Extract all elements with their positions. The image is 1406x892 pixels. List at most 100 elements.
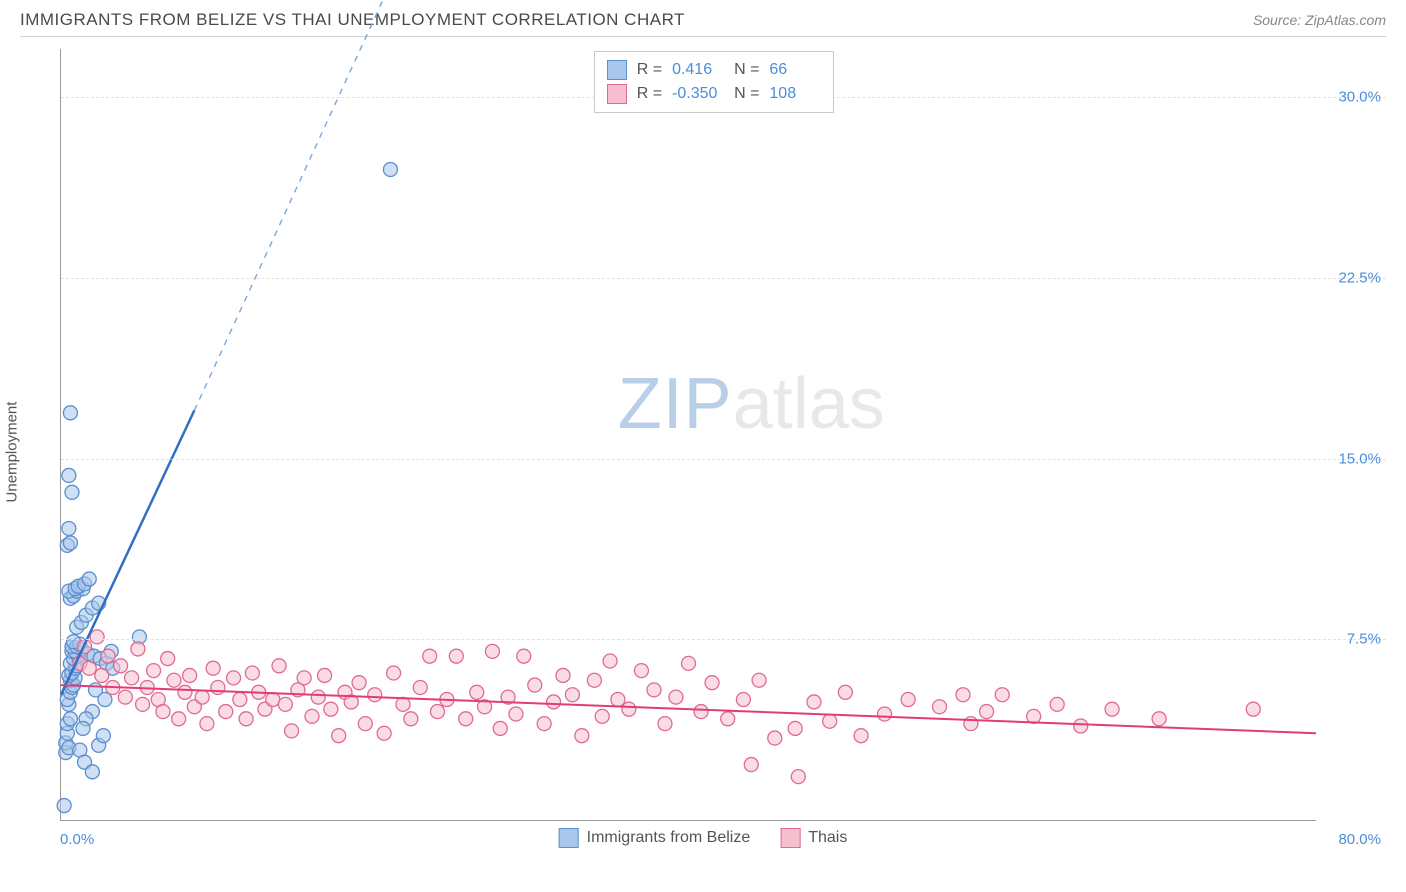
data-point xyxy=(57,799,71,813)
data-point xyxy=(854,729,868,743)
data-point xyxy=(933,700,947,714)
legend-swatch-belize xyxy=(607,60,627,80)
data-point xyxy=(823,714,837,728)
data-point xyxy=(431,705,445,719)
legend-stats-row-1: R = 0.416 N = 66 xyxy=(607,58,822,82)
data-point xyxy=(878,707,892,721)
data-point xyxy=(63,406,77,420)
data-point xyxy=(62,468,76,482)
data-point xyxy=(311,690,325,704)
data-point xyxy=(956,688,970,702)
data-point xyxy=(509,707,523,721)
data-point xyxy=(233,693,247,707)
legend-stats: R = 0.416 N = 66 R = -0.350 N = 108 xyxy=(594,51,835,113)
data-point xyxy=(96,729,110,743)
data-point xyxy=(995,688,1009,702)
data-point xyxy=(634,664,648,678)
data-point xyxy=(266,693,280,707)
legend-bottom-swatch-thais xyxy=(780,828,800,848)
data-point xyxy=(183,668,197,682)
data-point xyxy=(206,661,220,675)
data-point xyxy=(125,671,139,685)
chart-source: Source: ZipAtlas.com xyxy=(1253,12,1386,28)
data-point xyxy=(85,765,99,779)
data-point xyxy=(396,697,410,711)
legend-swatch-thais xyxy=(607,84,627,104)
chart-header: IMMIGRANTS FROM BELIZE VS THAI UNEMPLOYM… xyxy=(0,0,1406,36)
legend-bottom-item-thais: Thais xyxy=(780,828,847,848)
data-point xyxy=(101,649,115,663)
data-point xyxy=(423,649,437,663)
data-point xyxy=(547,695,561,709)
data-point xyxy=(1050,697,1064,711)
data-point xyxy=(587,673,601,687)
legend-bottom-swatch-belize xyxy=(559,828,579,848)
data-point xyxy=(603,654,617,668)
data-point xyxy=(669,690,683,704)
data-point xyxy=(278,697,292,711)
data-point xyxy=(1246,702,1260,716)
data-point xyxy=(90,630,104,644)
x-tick-max: 80.0% xyxy=(1338,831,1381,848)
data-point xyxy=(178,685,192,699)
data-point xyxy=(622,702,636,716)
data-point xyxy=(63,712,77,726)
data-point xyxy=(63,536,77,550)
data-point xyxy=(167,673,181,687)
data-point xyxy=(358,717,372,731)
data-point xyxy=(318,668,332,682)
data-point xyxy=(136,697,150,711)
data-point xyxy=(595,709,609,723)
data-point xyxy=(449,649,463,663)
chart-container: Unemployment ZIPatlas 7.5%15.0%22.5%30.0… xyxy=(20,36,1386,866)
data-point xyxy=(352,676,366,690)
data-point xyxy=(838,685,852,699)
data-point xyxy=(245,666,259,680)
data-point xyxy=(147,664,161,678)
data-point xyxy=(611,693,625,707)
data-point xyxy=(1152,712,1166,726)
y-tick-label: 22.5% xyxy=(1338,269,1381,286)
data-point xyxy=(647,683,661,697)
data-point xyxy=(172,712,186,726)
data-point xyxy=(556,668,570,682)
trend-line-belize xyxy=(61,410,194,694)
data-point xyxy=(305,709,319,723)
data-point xyxy=(964,717,978,731)
data-point xyxy=(211,680,225,694)
data-point xyxy=(752,673,766,687)
data-point xyxy=(195,690,209,704)
data-point xyxy=(901,693,915,707)
x-tick-min: 0.0% xyxy=(60,831,94,848)
data-point xyxy=(565,688,579,702)
data-point xyxy=(1074,719,1088,733)
data-point xyxy=(768,731,782,745)
y-tick-label: 7.5% xyxy=(1347,631,1381,648)
data-point xyxy=(65,485,79,499)
data-point xyxy=(537,717,551,731)
data-point xyxy=(114,659,128,673)
data-point xyxy=(368,688,382,702)
trend-line-belize-dashed xyxy=(194,1,382,411)
data-point xyxy=(98,693,112,707)
data-point xyxy=(239,712,253,726)
data-point xyxy=(297,671,311,685)
data-point xyxy=(404,712,418,726)
data-point xyxy=(694,705,708,719)
data-point xyxy=(493,721,507,735)
legend-stats-row-2: R = -0.350 N = 108 xyxy=(607,82,822,106)
data-point xyxy=(788,721,802,735)
data-point xyxy=(227,671,241,685)
data-point xyxy=(791,770,805,784)
legend-bottom-item-belize: Immigrants from Belize xyxy=(559,828,751,848)
data-point xyxy=(682,656,696,670)
data-point xyxy=(118,690,132,704)
data-point xyxy=(131,642,145,656)
data-point xyxy=(377,726,391,740)
data-point xyxy=(517,649,531,663)
data-point xyxy=(82,661,96,675)
data-point xyxy=(161,652,175,666)
data-point xyxy=(459,712,473,726)
data-point xyxy=(62,521,76,535)
data-point xyxy=(705,676,719,690)
